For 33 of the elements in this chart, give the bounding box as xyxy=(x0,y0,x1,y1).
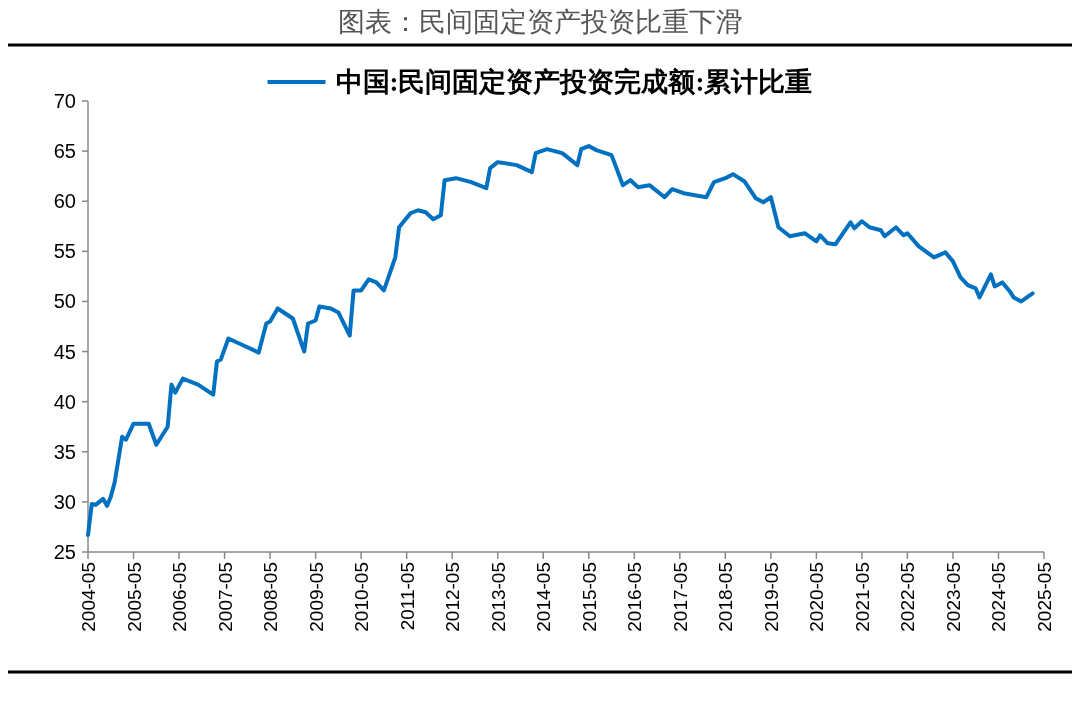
y-tick-label: 40 xyxy=(53,390,76,413)
x-tick-label: 2004-05 xyxy=(78,562,99,632)
x-tick-label: 2022-05 xyxy=(897,562,919,632)
y-tick-label: 50 xyxy=(53,290,76,313)
x-tick-label: 2006-05 xyxy=(169,562,191,632)
x-tick-label: 2005-05 xyxy=(123,562,145,632)
y-tick-label: 65 xyxy=(53,140,76,163)
x-tick-label: 2021-05 xyxy=(851,562,873,632)
x-tick-label: 2018-05 xyxy=(715,562,737,632)
x-tick-label: 2024-05 xyxy=(988,562,1010,632)
title: 图表：民间固定资产投资比重下滑 xyxy=(337,7,743,37)
y-tick-label: 25 xyxy=(53,541,76,563)
x-tick-label: 2023-05 xyxy=(942,562,964,632)
x-tick-label: 2012-05 xyxy=(442,562,464,632)
x-tick-label: 2008-05 xyxy=(260,562,282,632)
x-tick-label: 2020-05 xyxy=(806,562,828,632)
x-tick-label: 2016-05 xyxy=(624,562,646,632)
x-tick-label: 2010-05 xyxy=(351,562,373,632)
x-tick-label: 2019-05 xyxy=(760,562,782,632)
x-tick-label: 2014-05 xyxy=(533,562,555,632)
x-tick-label: 2017-05 xyxy=(669,562,691,632)
y-tick-label: 70 xyxy=(53,90,76,112)
x-tick-label: 2007-05 xyxy=(214,562,236,632)
x-tick-label: 2009-05 xyxy=(305,562,327,632)
y-tick-label: 35 xyxy=(53,440,76,463)
x-tick-label: 2013-05 xyxy=(487,562,509,632)
x-tick-label: 2015-05 xyxy=(578,562,600,632)
y-tick-label: 30 xyxy=(53,490,76,513)
y-tick-label: 55 xyxy=(53,240,76,263)
y-tick-label: 45 xyxy=(53,340,76,363)
y-tick-label: 60 xyxy=(53,190,76,213)
x-tick-label: 2011-05 xyxy=(396,562,418,631)
x-tick-label: 2025-05 xyxy=(1034,562,1055,632)
